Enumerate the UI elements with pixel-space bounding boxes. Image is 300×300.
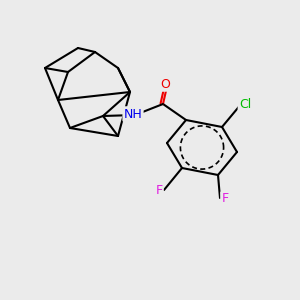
Text: F: F [221,193,229,206]
Text: NH: NH [124,107,142,121]
Text: Cl: Cl [239,98,251,110]
Text: O: O [160,77,170,91]
Text: F: F [155,184,163,197]
